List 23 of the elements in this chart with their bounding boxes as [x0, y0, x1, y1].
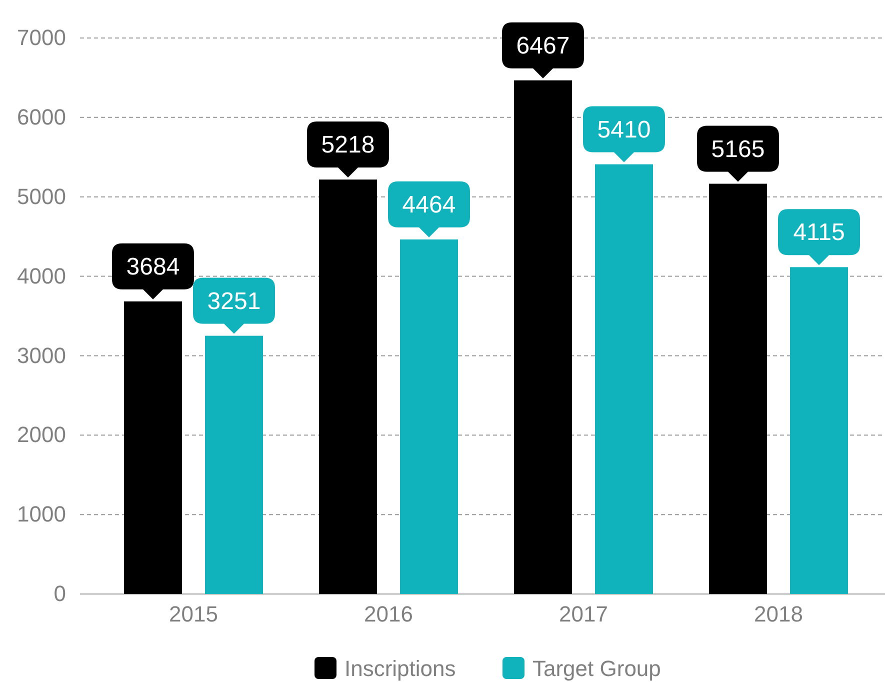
bar [319, 180, 377, 594]
y-tick-label: 7000 [17, 25, 66, 50]
data-label: 5410 [597, 116, 651, 144]
data-label: 4115 [793, 219, 845, 246]
y-tick-label: 6000 [17, 104, 66, 130]
legend-label: Inscriptions [344, 656, 456, 681]
data-label: 6467 [516, 32, 570, 60]
x-tick-label: 2015 [169, 602, 218, 627]
y-tick-label: 5000 [17, 184, 66, 209]
data-label: 3684 [126, 253, 180, 280]
data-label: 3251 [207, 288, 261, 315]
legend-label: Target Group [532, 656, 661, 681]
y-tick-label: 0 [54, 581, 66, 606]
x-tick-label: 2017 [559, 602, 608, 627]
x-tick-label: 2018 [754, 602, 803, 627]
x-tick-label: 2016 [364, 602, 413, 627]
y-tick-label: 4000 [17, 263, 66, 288]
data-label: 5218 [321, 132, 375, 159]
data-label: 5165 [711, 136, 765, 163]
data-label: 4464 [402, 191, 456, 218]
y-tick-label: 2000 [17, 422, 66, 448]
y-tick-label: 1000 [17, 502, 66, 527]
y-tick-label: 3000 [17, 342, 66, 368]
